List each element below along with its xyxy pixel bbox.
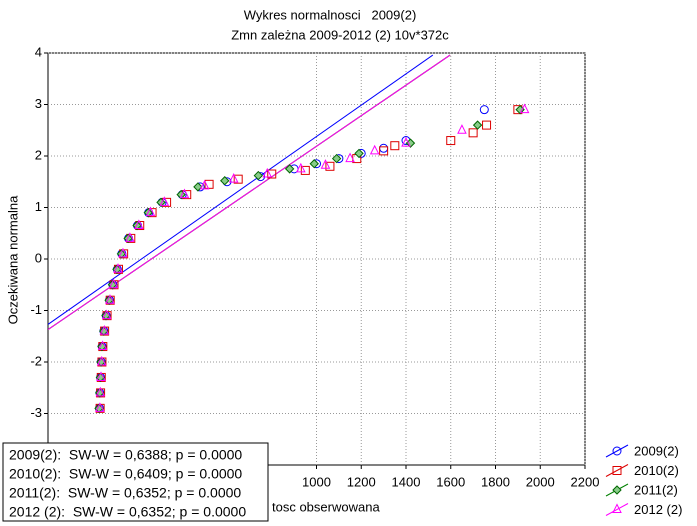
stats-line: 2011(2): SW-W = 0,6352; p = 0.0000 bbox=[9, 485, 241, 501]
point bbox=[446, 136, 456, 146]
point bbox=[96, 355, 107, 366]
point bbox=[390, 141, 400, 151]
legend-marker bbox=[612, 485, 622, 495]
point bbox=[267, 169, 277, 179]
legend-line bbox=[605, 503, 629, 516]
point bbox=[320, 159, 331, 169]
x-tick-label: 2200 bbox=[571, 474, 600, 489]
point bbox=[125, 232, 135, 242]
point bbox=[97, 340, 108, 351]
point bbox=[105, 294, 115, 304]
point bbox=[309, 159, 319, 169]
point bbox=[95, 386, 106, 397]
x-axis-label: tosc obserwowana bbox=[272, 499, 380, 514]
point bbox=[96, 371, 106, 381]
point bbox=[468, 128, 478, 138]
x-tick-label: 1400 bbox=[392, 474, 421, 489]
point bbox=[482, 120, 492, 130]
legend-marker bbox=[612, 503, 622, 513]
point bbox=[193, 182, 203, 192]
legend-line bbox=[605, 464, 629, 477]
point bbox=[228, 173, 239, 183]
point bbox=[108, 278, 119, 289]
chart-title: Wykres normalnosci 2009(2) bbox=[244, 7, 417, 22]
point bbox=[345, 152, 355, 163]
y-tick-label: 1 bbox=[35, 199, 42, 214]
legend-line bbox=[605, 444, 629, 458]
y-tick-label: -2 bbox=[30, 353, 42, 368]
stats-box bbox=[2, 442, 269, 522]
point bbox=[262, 167, 273, 178]
point bbox=[379, 146, 389, 156]
point bbox=[118, 247, 128, 258]
y-tick-label: 4 bbox=[35, 44, 42, 59]
x-tick-label: 1000 bbox=[302, 474, 331, 489]
point bbox=[99, 324, 110, 335]
point bbox=[113, 263, 123, 273]
x-tick-label: 1200 bbox=[347, 474, 376, 489]
legend-marker bbox=[612, 466, 622, 475]
y-tick-label: -3 bbox=[30, 405, 42, 420]
x-tick-label: 1800 bbox=[481, 474, 510, 489]
stats-line: 2010(2): SW-W = 0,6409; p = 0.0000 bbox=[9, 466, 242, 482]
point bbox=[300, 165, 310, 175]
x-tick-label: 2000 bbox=[526, 474, 555, 489]
point bbox=[220, 176, 230, 186]
legend-label: 2010(2) bbox=[634, 463, 679, 478]
point bbox=[457, 124, 467, 134]
y-tick-label: -1 bbox=[30, 302, 42, 317]
y-tick-label: 3 bbox=[35, 96, 42, 111]
y-axis-label: Oczekiwana normalna bbox=[5, 195, 20, 324]
fit-line bbox=[48, 54, 434, 325]
point bbox=[369, 144, 380, 155]
point bbox=[159, 196, 170, 206]
point bbox=[519, 103, 530, 114]
y-tick-label: 2 bbox=[35, 147, 42, 162]
point bbox=[179, 188, 190, 199]
legend-marker bbox=[612, 446, 622, 456]
point bbox=[101, 309, 112, 320]
point bbox=[472, 120, 483, 130]
point bbox=[199, 179, 210, 190]
point bbox=[401, 137, 411, 147]
point bbox=[95, 402, 105, 412]
y-tick-label: 0 bbox=[35, 250, 42, 265]
chart-subtitle: Zmn zależna 2009-2012 (2) 10v*372c bbox=[231, 27, 449, 42]
stats-line: 2012 (2): SW-W = 0,6352; p = 0.0000 bbox=[9, 504, 246, 520]
point bbox=[325, 161, 335, 171]
point bbox=[204, 179, 214, 189]
point bbox=[145, 206, 156, 217]
point bbox=[296, 162, 306, 173]
stats-line: 2009(2): SW-W = 0,6388; p = 0.0000 bbox=[9, 447, 242, 463]
legend-label: 2012 (2) bbox=[634, 502, 682, 517]
x-tick-label: 1600 bbox=[436, 474, 465, 489]
point bbox=[253, 170, 264, 181]
legend-label: 2009(2) bbox=[634, 443, 679, 458]
legend-label: 2011(2) bbox=[634, 482, 678, 497]
point bbox=[479, 105, 489, 115]
point bbox=[331, 153, 342, 164]
point bbox=[233, 174, 243, 184]
point bbox=[134, 219, 144, 230]
point bbox=[354, 148, 364, 159]
point bbox=[284, 164, 295, 174]
